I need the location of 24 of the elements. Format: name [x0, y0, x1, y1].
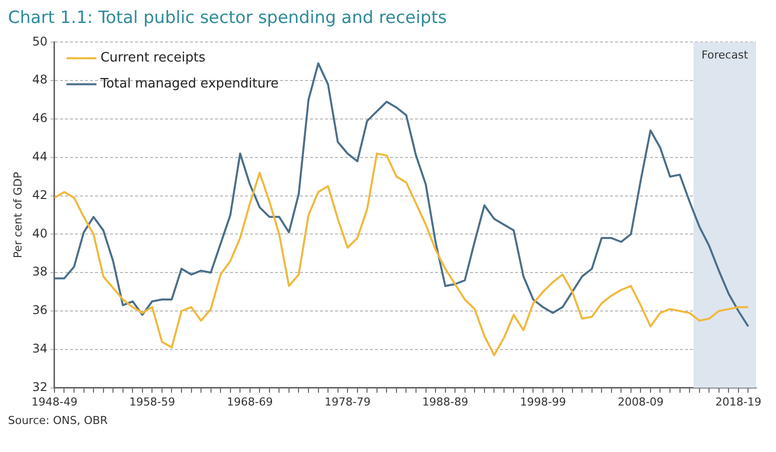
- x-tick-label: 1978-79: [324, 395, 371, 408]
- y-axis-title: Per cent of GDP: [11, 171, 24, 258]
- y-tick-label: 38: [32, 264, 48, 279]
- annotation: Forecast: [701, 48, 749, 62]
- x-tick-label: 1968-69: [226, 395, 273, 408]
- source-note: Source: ONS, OBR: [8, 414, 109, 427]
- y-tick-label: 46: [32, 111, 48, 126]
- chart-title: Chart 1.1: Total public sector spending and receipts: [8, 8, 448, 28]
- y-tick-label: 32: [32, 380, 48, 394]
- x-tick-label: 1988-89: [422, 395, 468, 408]
- x-tick-label: 1958-59: [129, 395, 176, 408]
- y-tick-label: 42: [32, 188, 48, 202]
- y-tick-label: 36: [32, 303, 48, 318]
- x-tick-label: 2008-09: [618, 395, 664, 408]
- legend-label: Current receipts: [100, 50, 206, 66]
- x-tick-label: 2018-19: [715, 395, 762, 408]
- y-tick-label: 44: [32, 150, 48, 164]
- y-tick-label: 48: [32, 72, 48, 87]
- x-tick-label: 1998-99: [520, 395, 566, 408]
- y-tick-label: 34: [32, 342, 48, 356]
- y-tick-label: 40: [32, 226, 48, 240]
- x-tick-label: 1948-49: [31, 395, 78, 408]
- y-tick-label: 50: [32, 34, 48, 48]
- legend-label: Total managed expenditure: [99, 76, 279, 92]
